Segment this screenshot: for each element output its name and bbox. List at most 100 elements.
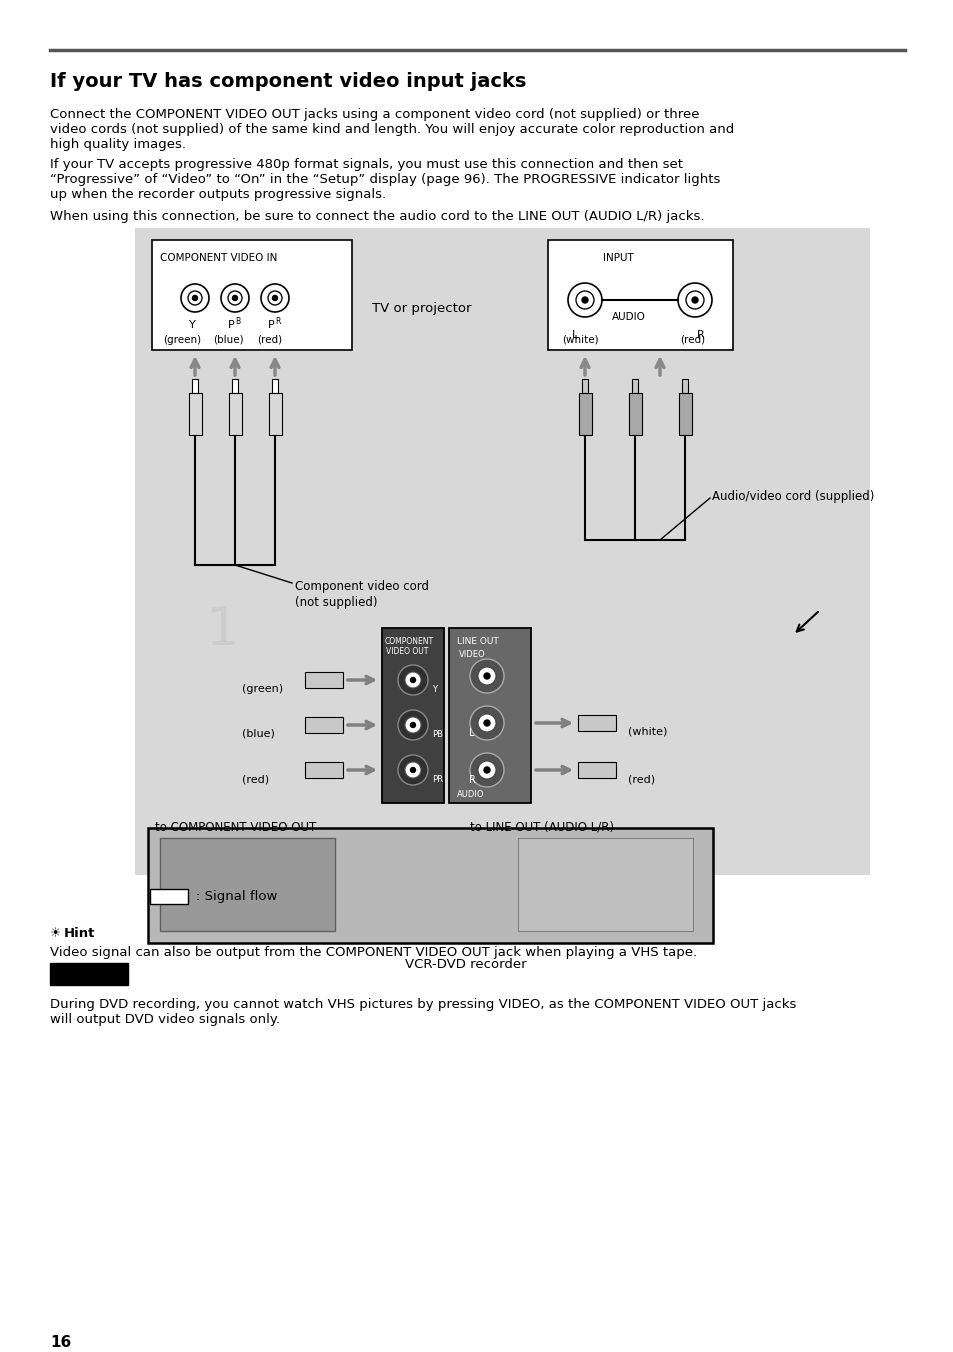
- Bar: [135, 228, 869, 875]
- Text: During DVD recording, you cannot watch VHS pictures by pressing VIDEO, as the CO: During DVD recording, you cannot watch V…: [50, 998, 796, 1026]
- Bar: [517, 838, 692, 932]
- Text: R: R: [697, 330, 704, 339]
- Bar: [578, 715, 616, 731]
- Text: Video signal can also be output from the COMPONENT VIDEO OUT jack when playing a: Video signal can also be output from the…: [50, 946, 697, 959]
- Text: PB: PB: [432, 730, 442, 740]
- Bar: [148, 827, 712, 942]
- Text: R: R: [274, 316, 280, 326]
- Circle shape: [410, 768, 416, 772]
- Bar: [681, 379, 687, 393]
- Circle shape: [483, 721, 490, 726]
- Circle shape: [261, 284, 289, 312]
- Bar: [581, 379, 587, 393]
- Text: AUDIO: AUDIO: [456, 790, 484, 799]
- Circle shape: [410, 722, 416, 727]
- Text: (white): (white): [561, 335, 598, 345]
- Bar: [152, 241, 352, 350]
- Circle shape: [405, 672, 420, 688]
- Circle shape: [273, 296, 277, 300]
- Text: P: P: [268, 320, 274, 330]
- Bar: [189, 393, 202, 435]
- Circle shape: [470, 706, 503, 740]
- Text: (blue): (blue): [242, 729, 274, 740]
- Text: Y: Y: [432, 685, 436, 694]
- Text: COMPONENT: COMPONENT: [385, 637, 434, 646]
- Circle shape: [405, 763, 420, 777]
- Circle shape: [268, 291, 282, 306]
- Circle shape: [397, 665, 428, 695]
- Text: to LINE OUT (AUDIO L/R): to LINE OUT (AUDIO L/R): [470, 821, 614, 834]
- Text: (red): (red): [242, 773, 269, 784]
- Text: VIDEO OUT: VIDEO OUT: [386, 648, 428, 656]
- Text: COMPONENT VIDEO IN: COMPONENT VIDEO IN: [160, 253, 277, 264]
- Text: L: L: [469, 727, 474, 738]
- Bar: [449, 627, 531, 803]
- Text: PR: PR: [432, 775, 442, 784]
- Text: (green): (green): [163, 335, 201, 345]
- Circle shape: [483, 673, 490, 679]
- Circle shape: [470, 658, 503, 694]
- Text: (red): (red): [679, 335, 704, 345]
- Circle shape: [405, 717, 420, 733]
- Text: B: B: [234, 316, 240, 326]
- Bar: [305, 717, 343, 733]
- Bar: [269, 393, 282, 435]
- Bar: [578, 393, 592, 435]
- Text: If your TV has component video input jacks: If your TV has component video input jac…: [50, 72, 526, 91]
- Circle shape: [221, 284, 249, 312]
- Bar: [628, 393, 641, 435]
- Circle shape: [477, 667, 496, 685]
- Circle shape: [188, 291, 202, 306]
- Text: When using this connection, be sure to connect the audio cord to the LINE OUT (A: When using this connection, be sure to c…: [50, 210, 703, 223]
- Circle shape: [410, 677, 416, 683]
- Bar: [547, 241, 732, 350]
- Text: (green): (green): [242, 684, 283, 694]
- Bar: [50, 963, 128, 986]
- Text: VIDEO: VIDEO: [458, 650, 485, 658]
- Text: Note: Note: [57, 977, 94, 992]
- Circle shape: [397, 754, 428, 786]
- Bar: [192, 379, 198, 393]
- Text: AUDIO: AUDIO: [612, 312, 645, 322]
- Circle shape: [397, 710, 428, 740]
- Bar: [229, 393, 242, 435]
- Text: TV or projector: TV or projector: [372, 301, 471, 315]
- Circle shape: [477, 714, 496, 731]
- Circle shape: [678, 283, 711, 316]
- Circle shape: [567, 283, 601, 316]
- Text: Connect the COMPONENT VIDEO OUT jacks using a component video cord (not supplied: Connect the COMPONENT VIDEO OUT jacks us…: [50, 108, 734, 151]
- Circle shape: [181, 284, 209, 312]
- Circle shape: [477, 761, 496, 779]
- Bar: [305, 763, 343, 777]
- Circle shape: [228, 291, 242, 306]
- Circle shape: [576, 291, 594, 310]
- Circle shape: [233, 296, 237, 300]
- Bar: [160, 838, 335, 932]
- Text: Audio/video cord (supplied): Audio/video cord (supplied): [711, 489, 874, 503]
- Text: R: R: [469, 775, 476, 786]
- Text: VCR-DVD recorder: VCR-DVD recorder: [405, 959, 526, 971]
- Circle shape: [691, 297, 698, 303]
- Circle shape: [581, 297, 587, 303]
- Bar: [381, 627, 443, 803]
- Text: Component video cord: Component video cord: [294, 580, 429, 594]
- Bar: [679, 393, 691, 435]
- Text: Hint: Hint: [64, 927, 95, 940]
- Circle shape: [470, 753, 503, 787]
- Text: LINE OUT: LINE OUT: [456, 637, 498, 646]
- Text: P: P: [228, 320, 234, 330]
- Text: Y: Y: [189, 320, 195, 330]
- Text: (red): (red): [627, 773, 655, 784]
- Bar: [150, 890, 188, 904]
- Circle shape: [685, 291, 703, 310]
- Text: If your TV accepts progressive 480p format signals, you must use this connection: If your TV accepts progressive 480p form…: [50, 158, 720, 201]
- Text: (blue): (blue): [213, 335, 243, 345]
- Text: : Signal flow: : Signal flow: [195, 890, 277, 903]
- Text: (white): (white): [627, 727, 667, 737]
- Bar: [631, 379, 638, 393]
- Text: to COMPONENT VIDEO OUT: to COMPONENT VIDEO OUT: [154, 821, 315, 834]
- Circle shape: [483, 767, 490, 773]
- Circle shape: [193, 296, 197, 300]
- Text: L: L: [572, 330, 578, 339]
- Text: INPUT: INPUT: [602, 253, 633, 264]
